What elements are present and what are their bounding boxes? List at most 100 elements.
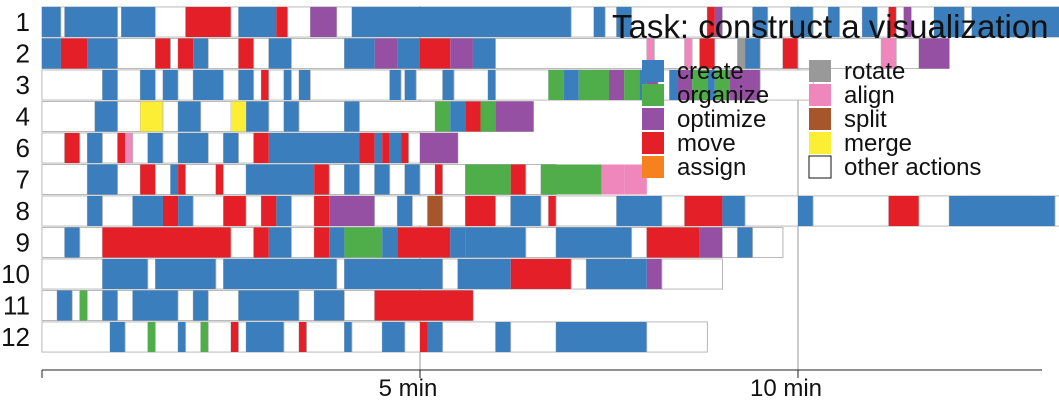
- action-segment: [495, 322, 511, 352]
- action-segment: [457, 259, 511, 289]
- action-segment: [268, 38, 292, 69]
- action-segment: [276, 196, 292, 226]
- timeline-row-1: [41, 6, 1059, 38]
- action-segment: [223, 259, 337, 289]
- action-segment: [351, 7, 572, 37]
- row-label: 4: [16, 102, 30, 132]
- action-segment: [140, 70, 156, 100]
- action-segment: [525, 164, 542, 195]
- action-segment: [231, 101, 247, 132]
- action-segment: [253, 38, 270, 69]
- action-segment: [298, 101, 345, 132]
- action-segment: [971, 7, 1059, 37]
- action-segment: [291, 38, 345, 69]
- action-segment: [223, 164, 247, 195]
- action-segment: [154, 6, 187, 38]
- action-segment: [253, 133, 269, 163]
- action-segment: [86, 290, 103, 321]
- action-segment: [223, 133, 239, 163]
- action-segment: [510, 164, 526, 195]
- action-segment: [419, 164, 436, 195]
- action-segment: [684, 196, 723, 226]
- action-segment: [442, 195, 466, 227]
- action-segment: [918, 38, 950, 69]
- action-segment: [798, 196, 814, 226]
- action-segment: [125, 133, 133, 163]
- action-segment: [117, 164, 141, 195]
- action-segment: [934, 7, 965, 37]
- action-segment: [117, 133, 126, 163]
- action-segment: [488, 70, 496, 100]
- action-segment: [124, 321, 149, 353]
- action-segment: [888, 7, 897, 37]
- action-segment: [132, 196, 163, 226]
- timeline-row-11: [41, 290, 474, 321]
- action-segment: [193, 70, 224, 100]
- action-segment: [374, 290, 473, 321]
- action-segment: [737, 227, 753, 258]
- action-segment: [404, 321, 421, 353]
- action-segment: [404, 70, 417, 100]
- action-segment: [344, 38, 375, 69]
- action-segment: [110, 322, 126, 352]
- action-segment: [442, 258, 459, 290]
- action-segment: [41, 321, 111, 353]
- action-segment: [64, 227, 80, 258]
- action-segment: [389, 164, 406, 195]
- action-segment: [192, 195, 224, 227]
- action-segment: [185, 7, 231, 37]
- action-segment: [525, 227, 557, 258]
- action-segment: [722, 227, 738, 258]
- action-segment: [329, 227, 345, 258]
- action-segment: [631, 227, 648, 258]
- legend-swatch: [809, 108, 831, 130]
- legend-swatch: [808, 155, 832, 179]
- action-segment: [117, 101, 141, 132]
- action-segment: [102, 259, 148, 289]
- row-label: 2: [16, 39, 30, 69]
- action-segment: [401, 133, 409, 163]
- action-segment: [442, 164, 466, 195]
- action-segment: [238, 132, 255, 164]
- action-segment: [314, 227, 330, 258]
- action-segment: [79, 132, 88, 164]
- action-segment: [60, 38, 88, 69]
- action-segment: [64, 7, 118, 37]
- action-segment: [162, 101, 179, 132]
- action-segment: [170, 38, 179, 69]
- legend-label: optimize: [677, 106, 766, 133]
- row-label: 10: [1, 259, 30, 289]
- action-segment: [699, 38, 715, 69]
- action-segment: [42, 7, 61, 37]
- action-segment: [593, 7, 606, 37]
- action-segment: [382, 133, 390, 163]
- action-segment: [238, 38, 254, 69]
- action-segment: [570, 258, 587, 290]
- action-segment: [41, 101, 96, 132]
- action-segment: [193, 290, 209, 321]
- action-segment: [548, 196, 557, 226]
- action-segment: [132, 290, 179, 321]
- action-segment: [450, 227, 466, 258]
- action-segment: [238, 70, 254, 100]
- action-segment: [420, 38, 451, 69]
- action-segment: [616, 196, 662, 226]
- action-segment: [465, 227, 526, 258]
- action-segment: [147, 133, 163, 163]
- action-segment: [745, 38, 761, 69]
- legend-item-align: align: [809, 82, 895, 109]
- action-segment: [261, 196, 277, 226]
- action-segment: [684, 38, 693, 69]
- action-segment: [714, 7, 723, 37]
- action-segment: [790, 7, 814, 37]
- action-segment: [291, 69, 300, 101]
- action-segment: [374, 133, 383, 163]
- action-segment: [359, 164, 376, 195]
- action-segment: [374, 164, 390, 195]
- action-segment: [862, 7, 878, 37]
- action-segment: [57, 290, 73, 321]
- action-segment: [215, 164, 224, 195]
- action-segment: [87, 133, 103, 163]
